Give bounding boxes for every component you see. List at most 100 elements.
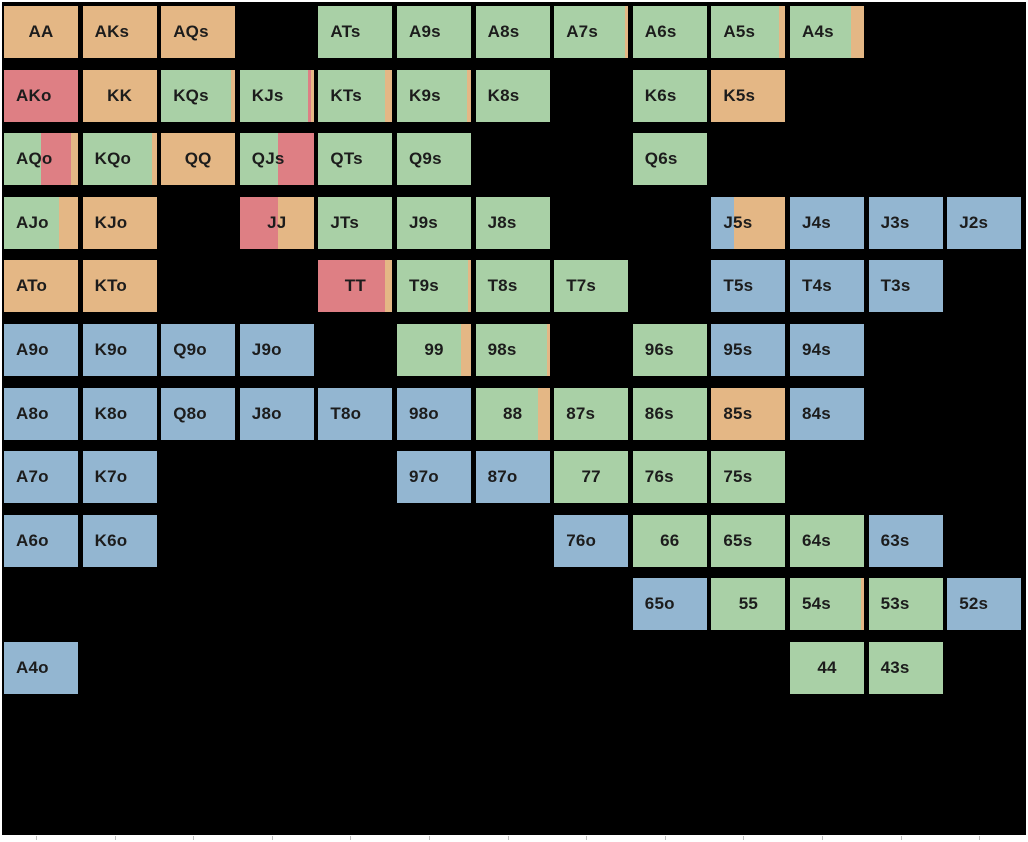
hand-cell-qjs[interactable]: QJs [239,133,314,186]
hand-cell-kto[interactable]: KTo [82,260,157,313]
hand-cell-k9o[interactable]: K9o [82,324,157,376]
hand-cell-k8s[interactable]: K8s [475,69,550,122]
hand-cell-q6s[interactable]: Q6s [632,133,707,186]
hand-cell-a4s[interactable]: A4s [790,6,864,58]
hand-cell-kjs[interactable]: KJs [239,69,314,122]
hand-cell-j5s[interactable]: J5s [711,196,786,249]
hand-cell-76o[interactable]: 76o [554,514,629,567]
hand-cell-tt[interactable]: TT [318,260,393,313]
hand-cell-jts[interactable]: JTs [318,196,393,249]
hand-cell-t8s[interactable]: T8s [475,260,550,313]
hand-cell-76s[interactable]: 76s [632,451,707,504]
hand-cell-ats[interactable]: ATs [318,6,393,58]
hand-cell-t8o[interactable]: T8o [318,387,393,440]
hand-label: AQs [173,22,209,41]
hand-cell-88[interactable]: 88 [475,387,550,440]
hand-cell-a7s[interactable]: A7s [554,6,629,58]
hand-cell-kqo[interactable]: KQo [82,133,157,186]
hand-cell-96s[interactable]: 96s [632,324,707,376]
hand-cell-aa[interactable]: AA [4,6,78,58]
hand-cell-65o[interactable]: 65o [632,578,707,631]
hand-cell-qq[interactable]: QQ [161,133,236,186]
hand-cell-aks[interactable]: AKs [82,6,157,58]
frequency-segment-blue [82,514,157,567]
hand-cell-k6s[interactable]: K6s [632,69,707,122]
hand-cell-k8o[interactable]: K8o [82,387,157,440]
hand-cell-kqs[interactable]: KQs [161,69,236,122]
hand-cell-k5s[interactable]: K5s [711,69,786,122]
hand-cell-t4s[interactable]: T4s [790,260,864,313]
hand-cell-ajo[interactable]: AJo [4,196,78,249]
hand-cell-64s[interactable]: 64s [790,514,864,567]
hand-cell-77[interactable]: 77 [554,451,629,504]
hand-cell-66[interactable]: 66 [632,514,707,567]
hand-cell-a7o[interactable]: A7o [4,451,78,504]
frequency-segment-green [239,69,309,122]
hand-label: 97o [409,467,439,487]
hand-cell-k9s[interactable]: K9s [397,69,471,122]
hand-cell-86s[interactable]: 86s [632,387,707,440]
hand-cell-99[interactable]: 99 [397,324,471,376]
hand-cell-98o[interactable]: 98o [397,387,471,440]
hand-cell-q8o[interactable]: Q8o [161,387,236,440]
hand-cell-a9o[interactable]: A9o [4,324,78,376]
hand-cell-q9o[interactable]: Q9o [161,324,236,376]
hand-label: A9s [409,22,441,41]
hand-cell-87s[interactable]: 87s [554,387,629,440]
hand-cell-97o[interactable]: 97o [397,451,471,504]
hand-cell-65s[interactable]: 65s [711,514,786,567]
hand-cell-ako[interactable]: AKo [4,69,78,122]
hand-cell-jj[interactable]: JJ [239,196,314,249]
frequency-segment-green [632,69,707,122]
hand-cell-kts[interactable]: KTs [318,69,393,122]
hand-cell-ato[interactable]: ATo [4,260,78,313]
hand-label: A7o [16,467,49,487]
hand-cell-a4o[interactable]: A4o [4,642,78,694]
hand-cell-84s[interactable]: 84s [790,387,864,440]
hand-cell-52s[interactable]: 52s [947,578,1022,631]
hand-cell-t5s[interactable]: T5s [711,260,786,313]
hand-cell-95s[interactable]: 95s [711,324,786,376]
hand-cell-j9o[interactable]: J9o [239,324,314,376]
hand-cell-a5s[interactable]: A5s [711,6,786,58]
hand-cell-j2s[interactable]: J2s [947,196,1022,249]
hand-cell-94s[interactable]: 94s [790,324,864,376]
hand-cell-a9s[interactable]: A9s [397,6,471,58]
hand-cell-t3s[interactable]: T3s [868,260,943,313]
hand-cell-aqs[interactable]: AQs [161,6,236,58]
hand-label: 75s [723,467,753,487]
frequency-segment-green [711,6,781,58]
hand-cell-a8o[interactable]: A8o [4,387,78,440]
hand-cell-54s[interactable]: 54s [790,578,864,631]
hand-cell-j9s[interactable]: J9s [397,196,471,249]
hand-cell-43s[interactable]: 43s [868,642,943,694]
hand-cell-98s[interactable]: 98s [475,324,550,376]
hand-cell-kjo[interactable]: KJo [82,196,157,249]
hand-cell-t7s[interactable]: T7s [554,260,629,313]
hand-cell-63s[interactable]: 63s [868,514,943,567]
hand-label: TT [344,276,366,296]
hand-cell-j8s[interactable]: J8s [475,196,550,249]
hand-cell-53s[interactable]: 53s [868,578,943,631]
hand-cell-87o[interactable]: 87o [475,451,550,504]
hand-cell-a6s[interactable]: A6s [632,6,707,58]
frequency-segment-green [632,6,707,58]
hand-cell-aqo[interactable]: AQo [4,133,78,186]
hand-cell-q9s[interactable]: Q9s [397,133,471,186]
hand-cell-a6o[interactable]: A6o [4,514,78,567]
hand-cell-a8s[interactable]: A8s [475,6,550,58]
hand-cell-k6o[interactable]: K6o [82,514,157,567]
hand-cell-85s[interactable]: 85s [711,387,786,440]
hand-cell-k7o[interactable]: K7o [82,451,157,504]
hand-cell-j8o[interactable]: J8o [239,387,314,440]
hand-cell-qts[interactable]: QTs [318,133,393,186]
hand-cell-kk[interactable]: KK [82,69,157,122]
hand-cell-55[interactable]: 55 [711,578,786,631]
hand-cell-j3s[interactable]: J3s [868,196,943,249]
frequency-segment-orange [711,69,786,122]
hand-cell-75s[interactable]: 75s [711,451,786,504]
hand-cell-j4s[interactable]: J4s [790,196,864,249]
hand-cell-t9s[interactable]: T9s [397,260,471,313]
hand-label: 84s [802,403,831,423]
hand-cell-44[interactable]: 44 [790,642,864,694]
